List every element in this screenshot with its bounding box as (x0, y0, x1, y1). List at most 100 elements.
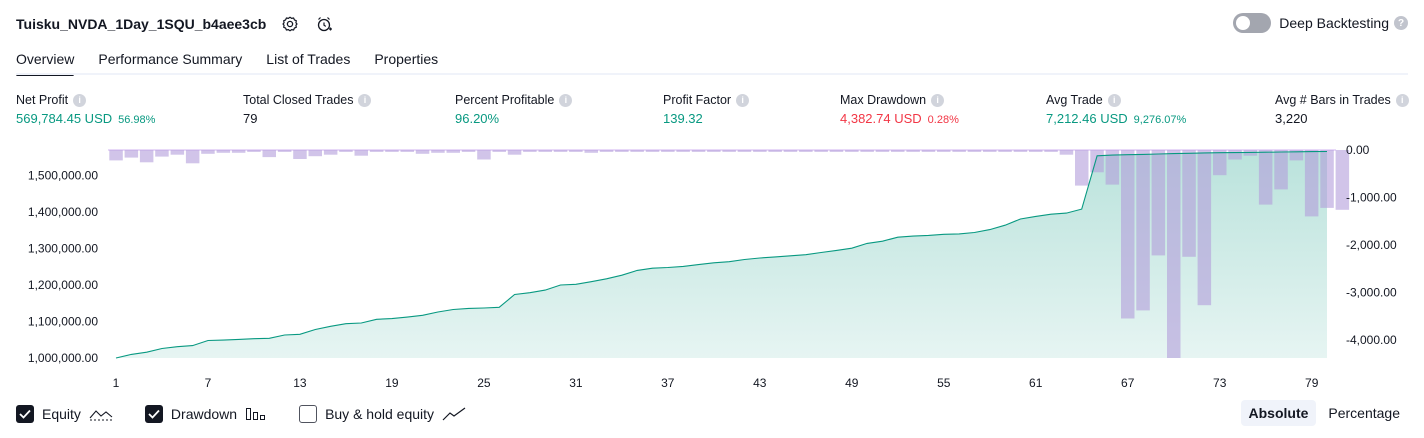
drawdown-bar (599, 150, 614, 152)
drawdown-bar (477, 150, 491, 160)
drawdown-bar (860, 150, 874, 152)
y-right-tick-label: -1,000.00 (1346, 191, 1397, 205)
drawdown-bar (507, 150, 522, 155)
drawdown-bar (1304, 150, 1319, 217)
info-icon[interactable]: i (931, 93, 945, 107)
drawdown-bar (1167, 150, 1181, 358)
drawdown-bar (952, 150, 966, 152)
tab-overview[interactable]: Overview (16, 44, 75, 76)
metric-net-profit: Net Profit i 569,784.45 USD 56.98% (16, 93, 155, 126)
info-icon[interactable]: i (559, 93, 573, 107)
legend-buy-hold-label: Buy & hold equity (325, 406, 435, 422)
drawdown-bar (584, 150, 598, 153)
drawdown-bar (768, 150, 782, 152)
info-icon[interactable]: i (358, 93, 372, 107)
drawdown-bar (1213, 150, 1227, 176)
drawdown-bar (354, 150, 368, 156)
drawdown-bar (753, 150, 767, 152)
equity-line (115, 150, 1328, 359)
info-icon[interactable]: i (1395, 93, 1409, 107)
drawdown-bar (400, 150, 414, 152)
metric-sub-value: 9,276.07% (1133, 114, 1187, 126)
absolute-button[interactable]: Absolute (1240, 400, 1317, 426)
tab-performance-summary[interactable]: Performance Summary (98, 51, 243, 67)
x-tick-label: 31 (569, 376, 583, 390)
drawdown-bar (431, 150, 445, 153)
drawdown-bar (998, 150, 1012, 152)
metric-value: 79 (243, 111, 258, 126)
equity-drawdown-chart[interactable]: 1,000,000.00 1,100,000.00 1,200,000.00 1,30… (0, 140, 1424, 392)
x-tick-label: 73 (1213, 376, 1227, 390)
add-alert-icon[interactable] (314, 14, 334, 34)
drawdown-bar (461, 150, 476, 152)
metric-label: Net Profit (16, 93, 69, 107)
drawdown-checkbox[interactable] (144, 405, 163, 423)
drawdown-bar (1044, 150, 1058, 152)
info-icon[interactable]: i (1107, 93, 1121, 107)
drawdown-bar (799, 150, 813, 152)
y-left-tick-label: 1,100,000.00 (28, 315, 98, 329)
deep-backtesting-label: Deep Backtesting (1279, 15, 1389, 31)
drawdown-bar (691, 150, 706, 152)
drawdown-bar (369, 150, 384, 152)
drawdown-bar (1029, 150, 1043, 152)
drawdown-bar (216, 150, 231, 153)
tab-bar: Overview Performance Summary List of Tra… (16, 44, 462, 76)
drawdown-bar (645, 150, 660, 152)
y-right-tick-label: 0.00 (1346, 143, 1370, 157)
drawdown-bar (170, 150, 185, 155)
drawdown-bar (1090, 150, 1104, 173)
buy-hold-line-icon (442, 407, 466, 421)
y-left-tick-label: 1,300,000.00 (28, 242, 98, 256)
drawdown-bar (1289, 150, 1304, 161)
drawdown-bar (829, 150, 844, 152)
buy-hold-checkbox[interactable] (299, 405, 318, 423)
drawdown-bar (891, 150, 905, 152)
display-mode-switch: Absolute Percentage (1237, 400, 1409, 426)
drawdown-bar (492, 150, 506, 152)
legend-drawdown[interactable]: Drawdown (144, 405, 267, 423)
drawdown-bar (1059, 150, 1074, 155)
deep-backtesting-toggle[interactable] (1233, 13, 1272, 33)
y-right-tick-label: -3,000.00 (1346, 285, 1397, 299)
tab-list-of-trades[interactable]: List of Trades (266, 51, 351, 67)
legend-equity-label: Equity (42, 406, 81, 422)
drawdown-bar (630, 150, 644, 152)
y-left-tick-label: 1,000,000.00 (28, 351, 98, 365)
percentage-button[interactable]: Percentage (1328, 405, 1400, 421)
drawdown-bar (339, 150, 353, 152)
metric-value: 7,212.46 USD (1046, 111, 1128, 126)
help-icon[interactable]: ? (1394, 16, 1408, 30)
y-right-tick-label: -4,000.00 (1346, 333, 1397, 347)
gear-icon[interactable] (280, 14, 300, 34)
drawdown-bar (231, 150, 246, 153)
x-tick-label: 13 (293, 376, 307, 390)
metric-label: Total Closed Trades (243, 93, 354, 107)
metric-value: 4,382.74 USD (840, 111, 922, 126)
drawdown-bar (1105, 150, 1120, 185)
drawdown-bar (323, 150, 338, 155)
x-tick-label: 67 (1121, 376, 1135, 390)
info-icon[interactable]: i (736, 93, 750, 107)
info-icon[interactable]: i (73, 93, 87, 107)
tab-divider (16, 73, 1408, 75)
drawdown-bar (124, 150, 139, 158)
drawdown-bar (1136, 150, 1150, 311)
metrics-row: Net Profit i 569,784.45 USD 56.98% Total C… (16, 93, 1409, 133)
strategy-header: Tuisku_NVDA_1Day_1SQU_b4aee3cb (16, 12, 334, 36)
drawdown-bar (722, 150, 736, 152)
legend-buy-hold[interactable]: Buy & hold equity (299, 405, 466, 423)
y-left-tick-label: 1,200,000.00 (28, 278, 98, 292)
drawdown-bar (553, 150, 568, 152)
legend-equity[interactable]: Equity (16, 405, 113, 423)
metric-value: 139.32 (663, 111, 703, 126)
metric-max-drawdown: Max Drawdown i 4,382.74 USD 0.28% (840, 93, 959, 126)
tab-properties[interactable]: Properties (374, 51, 439, 67)
drawdown-bar (615, 150, 629, 152)
drawdown-bar (845, 150, 859, 152)
drawdown-bar (446, 150, 460, 153)
y-right-tick-label: -2,000.00 (1346, 238, 1397, 252)
x-tick-label: 37 (661, 376, 675, 390)
drawdown-bar (661, 150, 675, 152)
equity-checkbox[interactable] (16, 405, 34, 423)
